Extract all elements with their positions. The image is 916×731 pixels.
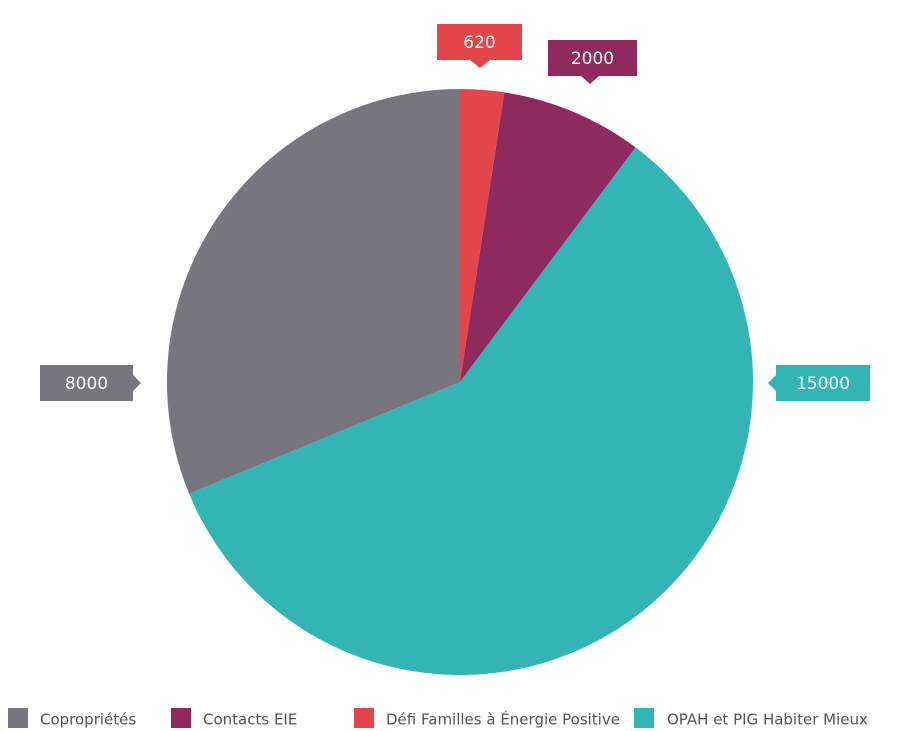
label-box bbox=[437, 24, 522, 60]
legend-swatch bbox=[8, 708, 28, 728]
label-pointer bbox=[470, 60, 490, 68]
legend-swatch bbox=[171, 708, 191, 728]
legend-label: Copropriétés bbox=[40, 711, 136, 729]
data-label: 8000 bbox=[65, 374, 108, 394]
legend-swatch bbox=[634, 708, 654, 728]
label-box bbox=[548, 40, 637, 76]
legend-label: Défi Familles à Énergie Positive bbox=[386, 710, 620, 729]
label-pointer bbox=[581, 76, 599, 84]
label-box bbox=[40, 365, 133, 401]
pie-slice bbox=[460, 89, 505, 382]
data-label: 2000 bbox=[571, 49, 614, 69]
pie-slice bbox=[167, 89, 460, 494]
label-box bbox=[776, 365, 870, 401]
pie-slice bbox=[460, 92, 636, 382]
legend-swatch bbox=[354, 708, 374, 728]
data-label: 620 bbox=[463, 33, 495, 53]
data-label: 15000 bbox=[796, 374, 850, 394]
label-pointer bbox=[768, 375, 776, 391]
legend-label: Contacts EIE bbox=[203, 711, 297, 729]
label-pointer bbox=[133, 375, 141, 391]
pie-slice bbox=[189, 147, 754, 676]
legend-label: OPAH et PIG Habiter Mieux bbox=[667, 711, 868, 729]
